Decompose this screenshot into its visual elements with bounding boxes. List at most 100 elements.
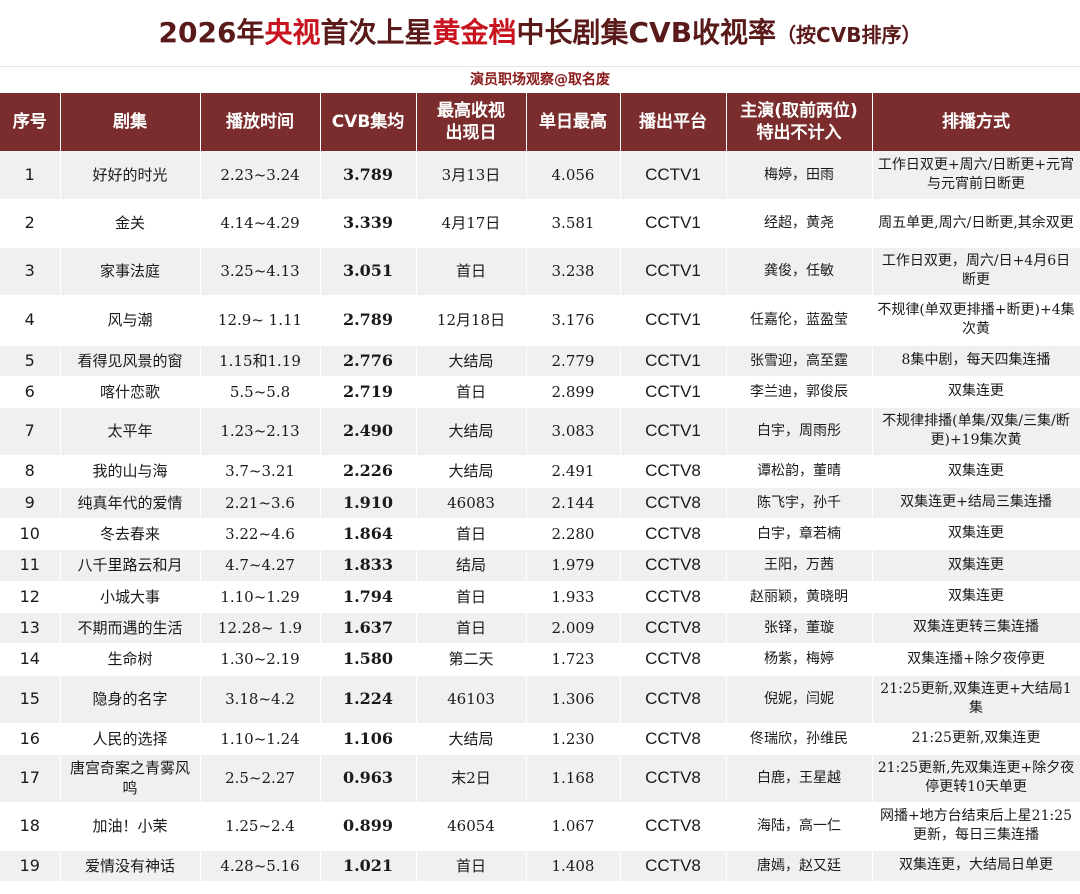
table-row: 3 家事法庭 3.25~4.13 3.051 首日 3.238 CCTV1 龚俊，任敏 工作日双… (0, 247, 1080, 296)
cvb-average: 1.794 (320, 581, 417, 613)
air-period: 3.7~3.21 (200, 455, 321, 488)
cvb-average: 2.490 (320, 407, 417, 456)
airing-method: 双集连更 (872, 518, 1080, 550)
cvb-average: 3.339 (320, 199, 417, 248)
platform: CCTV8 (620, 675, 727, 724)
single-day-peak: 2.899 (526, 376, 621, 408)
table-row: 14 生命树 1.30~2.19 1.580 第二天 1.723 CCTV8 杨紫，梅婷 双集连… (0, 643, 1080, 676)
peak-day: 首日 (416, 581, 527, 613)
show-title: 风与潮 (60, 295, 201, 346)
table-row: 2 金关 4.14~4.29 3.339 4月17日 3.581 CCTV1 经超，黄尧 周五单… (0, 199, 1080, 248)
lead-cast: 龚俊，任敏 (726, 247, 873, 296)
platform: CCTV8 (620, 549, 727, 582)
air-period: 3.18~4.2 (200, 675, 321, 724)
peak-day: 46054 (416, 802, 527, 851)
show-title: 我的山与海 (60, 455, 201, 488)
show-title: 生命树 (60, 643, 201, 676)
table-row: 8 我的山与海 3.7~3.21 2.226 大结局 2.491 CCTV8 谭松韵，董晴 双集… (0, 455, 1080, 488)
airing-method: 不规律(单双更排播+断更)+4集次黄 (872, 295, 1080, 346)
row-number: 11 (0, 549, 61, 582)
page-title: 2026年央视首次上星黄金档中长剧集CVB收视率（按CVB排序） (0, 0, 1080, 66)
cvb-average: 2.789 (320, 295, 417, 346)
platform: CCTV8 (620, 612, 727, 644)
column-header: 最高收视 出现日 (416, 93, 527, 151)
table-row: 15 隐身的名字 3.18~4.2 1.224 46103 1.306 CCTV8 倪妮，闫妮… (0, 675, 1080, 724)
platform: CCTV1 (620, 376, 727, 408)
single-day-peak: 2.491 (526, 455, 621, 488)
table-row: 16 人民的选择 1.10~1.24 1.106 大结局 1.230 CCTV8 佟瑞欣，孙维… (0, 723, 1080, 755)
peak-day: 首日 (416, 376, 527, 408)
lead-cast: 经超，黄尧 (726, 199, 873, 248)
air-period: 2.21~3.6 (200, 487, 321, 519)
single-day-peak: 2.779 (526, 345, 621, 377)
airing-method: 双集连更，大结局日单更 (872, 850, 1080, 882)
air-period: 3.22~4.6 (200, 518, 321, 550)
peak-day: 首日 (416, 247, 527, 296)
airing-method: 双集连播+除夕夜停更 (872, 643, 1080, 676)
platform: CCTV1 (620, 247, 727, 296)
table-row: 11 八千里路云和月 4.7~4.27 1.833 结局 1.979 CCTV8 王阳，万茜双… (0, 549, 1080, 582)
cvb-average: 1.910 (320, 487, 417, 519)
show-title: 小城大事 (60, 581, 201, 613)
title-highlight-primetime: 黄金档 (432, 16, 517, 49)
row-number: 18 (0, 802, 61, 851)
lead-cast: 白鹿，王星越 (726, 754, 873, 803)
platform: CCTV1 (620, 199, 727, 248)
lead-cast: 白宇，章若楠 (726, 518, 873, 550)
table-row: 7 太平年 1.23~2.13 2.490 大结局 3.083 CCTV1 白宇，周雨彤 不规律… (0, 407, 1080, 456)
show-title: 唐宫奇案之青雾风鸣 (60, 754, 201, 803)
peak-day: 大结局 (416, 407, 527, 456)
platform: CCTV1 (620, 151, 727, 200)
lead-cast: 杨紫，梅婷 (726, 643, 873, 676)
air-period: 4.7~4.27 (200, 549, 321, 582)
table-row: 1 好好的时光 2.23~3.24 3.789 3月13日 4.056 CCTV1 梅婷，田雨… (0, 151, 1080, 200)
single-day-peak: 2.144 (526, 487, 621, 519)
row-number: 7 (0, 407, 61, 456)
cvb-average: 1.833 (320, 549, 417, 582)
show-title: 太平年 (60, 407, 201, 456)
peak-day: 首日 (416, 612, 527, 644)
air-period: 4.28~5.16 (200, 850, 321, 882)
title-mid: 首次上星 (320, 16, 433, 49)
header-row: 序号 剧集 播放时间 CVB集均 最高收视 出现日 单日最高 播出平台 主演(取前两位) 特出不计… (0, 93, 1080, 151)
peak-day: 首日 (416, 850, 527, 882)
air-period: 1.30~2.19 (200, 643, 321, 676)
single-day-peak: 1.168 (526, 754, 621, 803)
show-title: 爱情没有神话 (60, 850, 201, 882)
title-tail: 中长剧集CVB收视率 (516, 16, 777, 49)
table-row: 18 加油！小茉 1.25~2.4 0.899 46054 1.067 CCTV8 海陆，高一… (0, 802, 1080, 851)
cvb-average: 3.051 (320, 247, 417, 296)
lead-cast: 梅婷，田雨 (726, 151, 873, 200)
show-title: 冬去春来 (60, 518, 201, 550)
peak-day: 末2日 (416, 754, 527, 803)
column-header: 主演(取前两位) 特出不计入 (726, 93, 873, 151)
show-title: 金关 (60, 199, 201, 248)
row-number: 4 (0, 295, 61, 346)
show-title: 八千里路云和月 (60, 549, 201, 582)
single-day-peak: 1.933 (526, 581, 621, 613)
cvb-average: 0.899 (320, 802, 417, 851)
air-period: 1.25~2.4 (200, 802, 321, 851)
platform: CCTV8 (620, 802, 727, 851)
peak-day: 4月17日 (416, 199, 527, 248)
airing-method: 21:25更新,先双集连更+除夕夜停更转10天单更 (872, 754, 1080, 803)
air-period: 1.15和1.19 (200, 345, 321, 377)
column-header: 剧集 (60, 93, 201, 151)
row-number: 12 (0, 581, 61, 613)
lead-cast: 王阳，万茜 (726, 549, 873, 582)
single-day-peak: 1.979 (526, 549, 621, 582)
row-number: 9 (0, 487, 61, 519)
column-header: 播出平台 (620, 93, 727, 151)
table-row: 5 看得见风景的窗 1.15和1.19 2.776 大结局 2.779 CCTV1 张雪迎，高… (0, 345, 1080, 377)
cvb-average: 0.963 (320, 754, 417, 803)
air-period: 2.5~2.27 (200, 754, 321, 803)
air-period: 2.23~3.24 (200, 151, 321, 200)
subtitle: 演员职场观察@取名废 (0, 66, 1080, 93)
platform: CCTV8 (620, 850, 727, 882)
column-header: 序号 (0, 93, 61, 151)
air-period: 12.28~ 1.9 (200, 612, 321, 644)
cvb-average: 1.224 (320, 675, 417, 724)
show-title: 不期而遇的生活 (60, 612, 201, 644)
table-row: 12 小城大事 1.10~1.29 1.794 首日 1.933 CCTV8 赵丽颖，黄晓明双… (0, 581, 1080, 613)
lead-cast: 张铎，董璇 (726, 612, 873, 644)
